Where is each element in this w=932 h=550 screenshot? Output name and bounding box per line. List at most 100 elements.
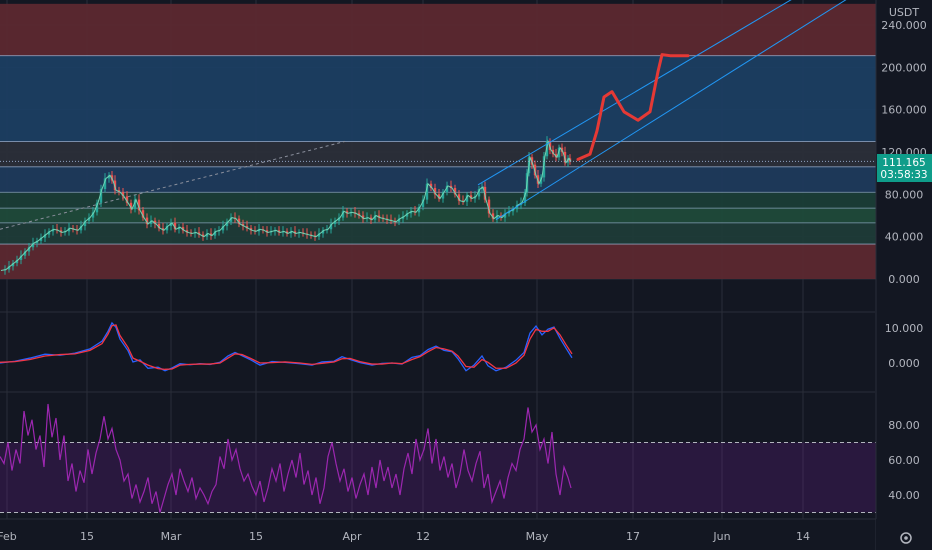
time-tick-label: Apr [342, 530, 362, 543]
price-zone [0, 222, 876, 245]
candle-body [43, 234, 47, 238]
rsi-tick-label: 40.00 [888, 489, 920, 502]
price-zone [0, 244, 876, 279]
candle-body [373, 215, 377, 220]
candle-body [433, 187, 437, 195]
candle-body [405, 213, 409, 217]
candle-body [437, 194, 441, 199]
oscillator-line [0, 321, 573, 372]
candle-body [221, 226, 225, 231]
candle-body [469, 195, 473, 199]
price-zone [0, 166, 876, 193]
candle-body [317, 233, 321, 237]
rsi-line [0, 403, 572, 513]
candle-body [333, 220, 337, 224]
candle-body [83, 220, 87, 227]
candle-body [329, 223, 333, 230]
price-zones [0, 3, 876, 279]
candle-body [79, 226, 83, 231]
oscillator-tick-label: 0.000 [888, 357, 920, 370]
price-axis[interactable] [876, 0, 932, 550]
candle-body [125, 196, 129, 203]
candle-body [19, 255, 23, 260]
axis-corner [876, 519, 932, 550]
candle-body [229, 217, 233, 222]
candle-body [321, 230, 325, 234]
candle-body [337, 217, 341, 221]
candle-body [429, 183, 433, 188]
last-price-tag: 111.165 03:58:33 [877, 154, 932, 182]
last-price-value: 111.165 [882, 157, 925, 169]
candle-body [397, 218, 401, 222]
candle-body [417, 207, 421, 213]
candle-body [103, 178, 107, 190]
candle-body [495, 215, 499, 219]
candle-body [141, 210, 145, 218]
candle-body [11, 263, 15, 267]
projection-arrow-path[interactable] [576, 53, 690, 161]
rsi-tick-label: 80.00 [888, 419, 920, 432]
rsi-tick-label: 60.00 [888, 454, 920, 467]
bar-countdown: 03:58:33 [880, 169, 927, 181]
candle-body [181, 227, 185, 231]
candle-body [149, 220, 153, 224]
candle-body [465, 195, 469, 202]
candle-body [523, 192, 527, 203]
candle-body [477, 189, 481, 197]
price-zone [0, 55, 876, 142]
candle-body [47, 231, 51, 235]
time-tick-label: 15 [249, 530, 263, 543]
candle-body [7, 266, 11, 270]
candle-body [165, 226, 169, 231]
gear-icon[interactable] [900, 532, 912, 544]
candle-body [457, 194, 461, 201]
time-tick-label: Mar [161, 530, 182, 543]
time-tick-label: 12 [416, 530, 430, 543]
candle-body [441, 192, 445, 199]
candle-body [503, 213, 507, 218]
price-tick-label: 160.000 [881, 104, 927, 117]
price-tick-label: 40.000 [885, 231, 924, 244]
candle-body [453, 187, 457, 195]
price-series-line [0, 139, 572, 272]
candle-body [107, 175, 111, 179]
candle-body [67, 228, 71, 232]
candle-body [145, 217, 149, 224]
dashed-trend-line[interactable] [0, 140, 346, 230]
candle-body [205, 233, 209, 237]
time-tick-label: 14 [796, 530, 810, 543]
price-tick-label: 80.000 [885, 188, 924, 201]
price-zone [0, 208, 876, 223]
price-zone [0, 3, 876, 56]
price-tick-label: 240.000 [881, 19, 927, 32]
ascending-channel[interactable] [477, 0, 932, 221]
time-axis[interactable]: Feb 15 Mar 15 Apr 12 May 17 Jun 14 [0, 530, 810, 543]
price-zone [0, 192, 876, 209]
candle-body [91, 212, 95, 218]
candle-body [133, 199, 137, 210]
candle-body [129, 202, 133, 210]
candle-body [169, 222, 173, 227]
channel-line[interactable] [477, 0, 820, 186]
candle-body [425, 183, 429, 200]
oscillator-tick-label: 10.000 [885, 322, 924, 335]
price-zone [0, 141, 876, 167]
candle-body [121, 192, 125, 197]
time-tick-label: 17 [626, 530, 640, 543]
channel-line[interactable] [495, 0, 932, 221]
time-tick-label: Feb [0, 530, 17, 543]
candle-body [23, 251, 27, 256]
candle-body [225, 221, 229, 227]
candle-body [137, 199, 141, 211]
candle-body [27, 247, 31, 252]
oscillator-line [0, 324, 573, 370]
price-tick-label: 200.000 [881, 61, 927, 74]
candle-body [487, 199, 491, 214]
candle-body [87, 217, 91, 221]
candle-body [491, 213, 495, 219]
candle-body [39, 237, 43, 241]
time-tick-label: 15 [80, 530, 94, 543]
candle-body [341, 211, 345, 218]
oscillator-pane [0, 321, 573, 372]
